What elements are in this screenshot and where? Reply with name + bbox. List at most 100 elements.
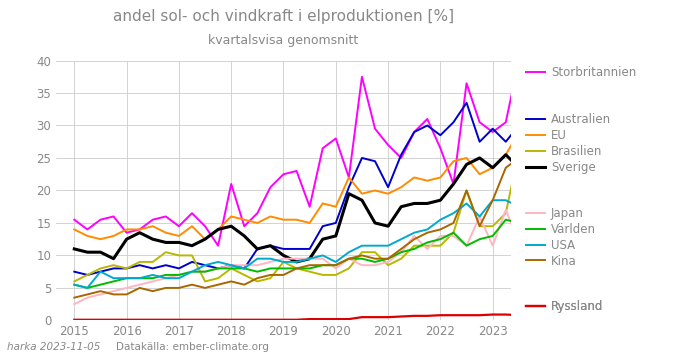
Ryssland <box>214 318 223 322</box>
Brasilien <box>423 244 431 248</box>
Sverige <box>462 162 470 167</box>
Storbritannien <box>188 211 196 215</box>
USA <box>175 276 183 280</box>
Sverige <box>240 234 248 238</box>
Brasilien <box>449 231 458 235</box>
USA <box>162 276 170 280</box>
Världen <box>188 269 196 274</box>
Australien <box>410 130 419 134</box>
EU <box>384 192 392 196</box>
Australien <box>344 185 353 189</box>
EU <box>528 133 536 137</box>
Australien <box>489 127 497 131</box>
Sverige <box>266 244 274 248</box>
Storbritannien <box>449 182 458 186</box>
Världen <box>227 266 235 271</box>
Storbritannien <box>162 214 170 219</box>
Storbritannien <box>175 224 183 228</box>
Australien <box>318 224 327 228</box>
Världen <box>175 273 183 277</box>
Ryssland <box>162 318 170 322</box>
Sverige <box>528 159 536 163</box>
Kina <box>136 286 144 290</box>
Ryssland <box>148 318 157 322</box>
Sverige <box>502 153 510 157</box>
EU <box>136 227 144 232</box>
Storbritannien <box>136 227 144 232</box>
Ryssland <box>83 318 92 322</box>
EU <box>279 218 288 222</box>
Sverige <box>70 247 78 251</box>
Ryssland <box>97 318 105 322</box>
Ryssland <box>240 318 248 322</box>
Sverige <box>358 198 366 202</box>
EU <box>214 227 223 232</box>
Ryssland <box>332 317 340 321</box>
Australien <box>214 266 223 271</box>
Ryssland <box>436 313 445 317</box>
Kina <box>293 266 301 271</box>
Australien <box>358 156 366 160</box>
Sverige <box>122 237 131 241</box>
EU <box>514 130 523 134</box>
Kina <box>318 263 327 267</box>
EU <box>344 176 353 180</box>
Storbritannien <box>423 117 431 121</box>
Line: USA: USA <box>74 200 532 288</box>
Världen <box>122 276 131 280</box>
Storbritannien <box>253 211 262 215</box>
Kina <box>162 286 170 290</box>
Japan <box>188 269 196 274</box>
Storbritannien <box>462 81 470 85</box>
Sverige <box>83 250 92 254</box>
EU <box>188 224 196 228</box>
Brasilien <box>240 273 248 277</box>
Ryssland <box>489 313 497 317</box>
EU <box>475 172 484 176</box>
Världen <box>266 266 274 271</box>
Världen <box>397 250 405 254</box>
Världen <box>449 231 458 235</box>
Sverige <box>410 201 419 206</box>
Japan <box>266 260 274 264</box>
Storbritannien <box>475 120 484 124</box>
Storbritannien <box>70 218 78 222</box>
Ryssland <box>371 315 379 319</box>
Australien <box>436 133 445 137</box>
Storbritannien <box>332 136 340 141</box>
Kina <box>423 231 431 235</box>
EU <box>83 234 92 238</box>
Australien <box>371 159 379 163</box>
Storbritannien <box>201 224 209 228</box>
Brasilien <box>175 253 183 258</box>
Australien <box>528 124 536 128</box>
USA <box>449 211 458 215</box>
Sverige <box>397 205 405 209</box>
Kina <box>358 253 366 258</box>
Sverige <box>332 234 340 238</box>
Sverige <box>318 237 327 241</box>
Världen <box>240 266 248 271</box>
Japan <box>475 214 484 219</box>
Ryssland <box>318 317 327 321</box>
Kina <box>410 237 419 241</box>
Världen <box>344 257 353 261</box>
Storbritannien <box>489 130 497 134</box>
USA <box>227 263 235 267</box>
Ryssland <box>175 318 183 322</box>
Japan <box>384 260 392 264</box>
Sverige <box>423 201 431 206</box>
Kina <box>148 289 157 293</box>
Australien <box>136 263 144 267</box>
Kina <box>332 263 340 267</box>
Världen <box>423 240 431 245</box>
USA <box>136 276 144 280</box>
Världen <box>514 221 523 225</box>
Japan <box>318 257 327 261</box>
Sverige <box>371 221 379 225</box>
EU <box>148 224 157 228</box>
Världen <box>318 263 327 267</box>
Brasilien <box>201 279 209 283</box>
Storbritannien <box>293 169 301 173</box>
Text: andel sol- och vindkraft i elproduktionen [%]: andel sol- och vindkraft i elproduktione… <box>113 9 454 24</box>
